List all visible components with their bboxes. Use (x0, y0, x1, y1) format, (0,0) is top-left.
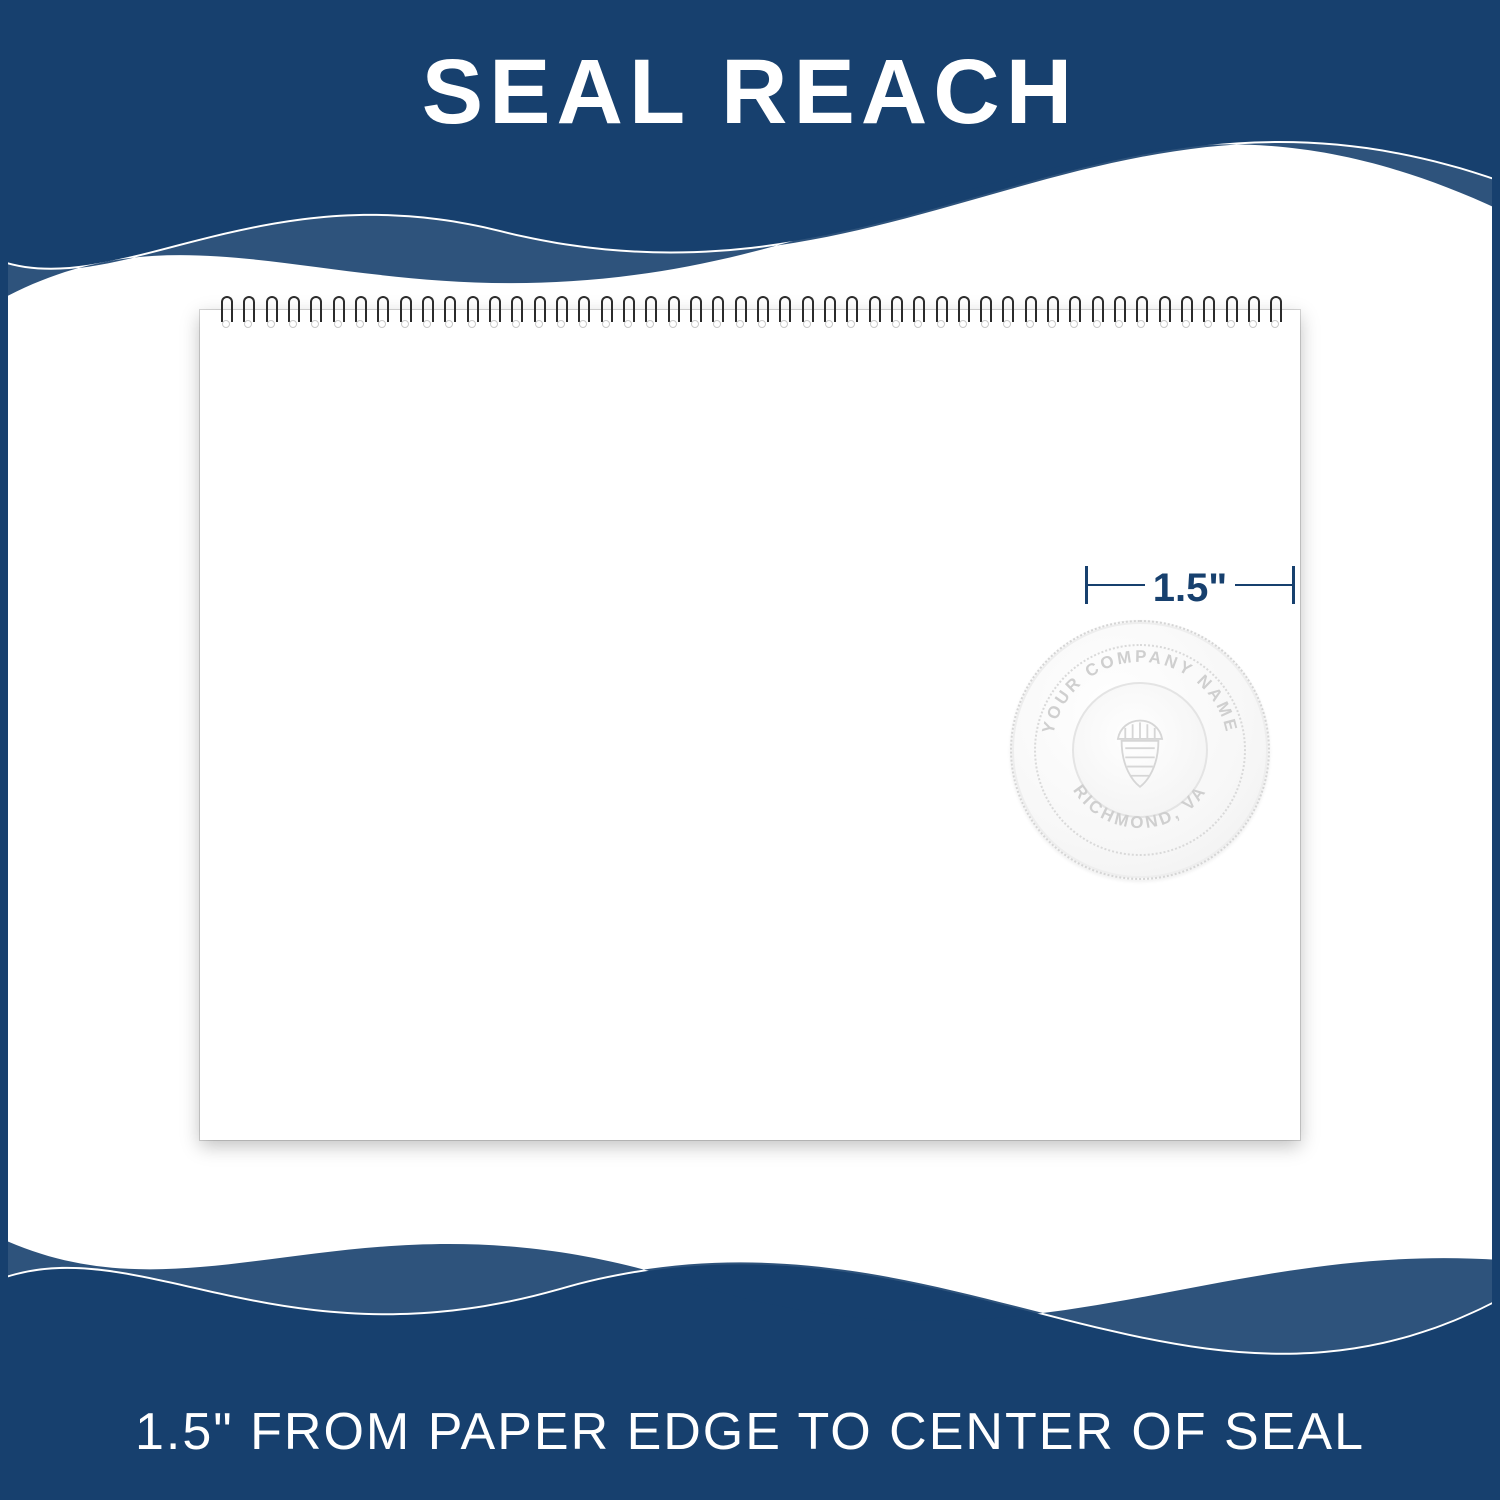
spiral-coil (756, 296, 766, 330)
spiral-coil (1091, 296, 1101, 330)
spiral-coil (1135, 296, 1145, 330)
spiral-coil (644, 296, 654, 330)
spiral-coil (354, 296, 364, 330)
spiral-coil (287, 296, 297, 330)
spiral-coil (622, 296, 632, 330)
seal-center-icon (1094, 704, 1186, 796)
spiral-coil (979, 296, 989, 330)
spiral-coil (309, 296, 319, 330)
embossed-seal: YOUR COMPANY NAME RICHMOND, VA (1010, 620, 1270, 880)
spiral-coil (421, 296, 431, 330)
spiral-coil (778, 296, 788, 330)
spiral-binding (220, 296, 1280, 330)
spiral-coil (577, 296, 587, 330)
spiral-coil (399, 296, 409, 330)
spiral-coil (734, 296, 744, 330)
spiral-coil (689, 296, 699, 330)
spiral-coil (935, 296, 945, 330)
spiral-coil (1113, 296, 1123, 330)
spiral-coil (957, 296, 967, 330)
spiral-coil (488, 296, 498, 330)
spiral-coil (1202, 296, 1212, 330)
spiral-coil (242, 296, 252, 330)
spiral-coil (1225, 296, 1235, 330)
spiral-coil (667, 296, 677, 330)
spiral-coil (1180, 296, 1190, 330)
spiral-coil (376, 296, 386, 330)
spiral-coil (1269, 296, 1279, 330)
spiral-coil (1158, 296, 1168, 330)
spiral-coil (1001, 296, 1011, 330)
measure-tick-right (1292, 566, 1295, 604)
spiral-coil (265, 296, 275, 330)
spiral-coil (220, 296, 230, 330)
spiral-coil (600, 296, 610, 330)
spiral-coil (801, 296, 811, 330)
footer-caption: 1.5" FROM PAPER EDGE TO CENTER OF SEAL (0, 1402, 1500, 1462)
spiral-coil (510, 296, 520, 330)
spiral-coil (466, 296, 476, 330)
spiral-coil (890, 296, 900, 330)
spiral-coil (555, 296, 565, 330)
spiral-coil (711, 296, 721, 330)
spiral-coil (1024, 296, 1034, 330)
spiral-coil (1046, 296, 1056, 330)
measurement-indicator: 1.5" (1085, 560, 1295, 610)
spiral-coil (533, 296, 543, 330)
measure-value: 1.5" (1145, 566, 1235, 611)
spiral-coil (1068, 296, 1078, 330)
spiral-coil (868, 296, 878, 330)
spiral-coil (332, 296, 342, 330)
spiral-coil (443, 296, 453, 330)
spiral-coil (1247, 296, 1257, 330)
page-title: SEAL REACH (0, 40, 1500, 145)
spiral-coil (912, 296, 922, 330)
spiral-coil (823, 296, 833, 330)
spiral-coil (845, 296, 855, 330)
